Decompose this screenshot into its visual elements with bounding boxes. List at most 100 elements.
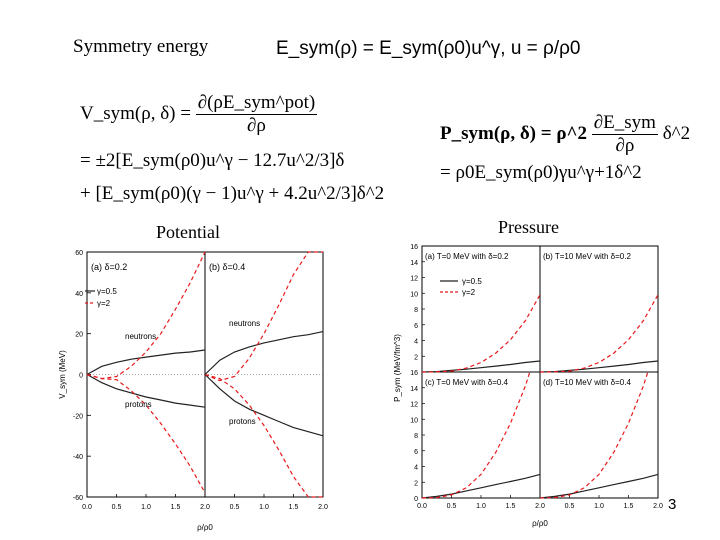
pressure-curve [421,294,541,373]
potential-panel-label: (b) δ=0.4 [209,262,245,272]
vsym-denominator: ∂ρ [247,115,266,136]
y-tick-label: 8 [414,433,418,440]
pressure-panel-label: (b) T=10 MeV with δ=0.2 [543,252,631,261]
potential-xlabel: ρ/ρ0 [197,523,213,532]
y-tick-label: 12 [410,276,418,283]
annotation-neutrons: neutrons [125,332,156,341]
esym-equation: E_sym(ρ) = E_sym(ρ0)u^γ, u = ρ/ρ0 [276,38,581,59]
legend-label: γ=2 [97,299,111,308]
pressure-chart: (a) T=0 MeV with δ=0.2 (b) T=10 MeV with … [393,244,663,528]
potential-panel-frame [204,251,324,498]
x-tick-label: 0.0 [82,504,92,511]
y-tick-label: -40 [73,454,83,461]
pressure-curve [539,371,649,499]
y-tick-label: 6 [414,323,418,330]
psym-numerator: ∂E_sym [591,112,658,135]
pressure-panel-frame [539,245,659,373]
vsym-line-3: + [E_sym(ρ0)(γ − 1)u^γ + 4.2u^2/3]δ^2 [80,183,385,204]
y-tick-label: 4 [414,465,418,472]
x-tick-label: 1.5 [506,503,516,510]
x-tick-label: 2.0 [653,503,663,510]
x-tick-label: 0.0 [417,503,427,510]
pressure-curve [539,473,659,499]
x-tick-label: 1.5 [289,504,299,511]
potential-chart: V_sym (MeV) (a) δ=0.2 0.0 0.5 1.0 1.5 2.0 (b) … [58,250,328,532]
y-tick-label: 60 [75,250,83,257]
pressure-panel-frame [421,245,541,373]
x-tick-label: 1.0 [476,503,486,510]
potential-curve [204,251,323,382]
pressure-ylabel: P_sym (MeV/fm^3) [393,334,402,402]
potential-ylabel-text: V_sym (MeV) [58,350,67,399]
x-tick-label: 1.0 [594,503,604,510]
y-tick-label: 8 [414,307,418,314]
y-tick-label: 0 [414,496,418,503]
page-number: 3 [668,496,677,513]
x-tick-label: 2.0 [318,504,328,511]
psym-line-2: = ρ0E_sym(ρ0)γu^γ+1δ^2 [440,162,642,183]
potential-curve [86,373,206,408]
y-tick-label: 4 [414,339,418,346]
psym-tail: δ^2 [662,122,691,144]
pressure-curve [421,360,541,373]
x-tick-label: 0.5 [112,504,122,511]
y-tick-label: 16 [410,370,418,377]
potential-curve [86,251,206,380]
y-tick-label: 0 [79,373,83,380]
pressure-panel-label: (a) T=0 MeV with δ=0.2 [425,252,509,261]
potential-ylabel: V_sym (MeV) [58,350,67,399]
vsym-lhs: V_sym(ρ, δ) = [80,102,191,124]
pressure-label: Pressure [498,217,559,237]
x-tick-label: 1.5 [624,503,634,510]
psym-denominator: ∂ρ [615,135,635,156]
slide-heading: Symmetry energy [73,36,209,57]
annotation-neutrons: neutrons [229,319,260,328]
x-tick-label: 1.0 [141,504,151,511]
y-tick-label: 14 [410,386,418,393]
x-tick-label: 0.5 [230,504,240,511]
y-tick-label: 40 [75,291,83,298]
potential-curve [204,373,323,498]
potential-curve [204,331,324,375]
pressure-curve [421,371,531,499]
potential-label: Potential [156,222,220,242]
pressure-panel-label: (d) T=10 MeV with δ=0.4 [543,378,631,387]
vsym-line-2: = ±2[E_sym(ρ0)u^γ − 12.7u^2/3]δ [80,150,345,171]
vsym-fraction: ∂(ρE_sym^pot) ∂ρ [195,92,318,137]
pressure-curve [421,473,541,499]
x-tick-label: 2.0 [200,504,210,511]
potential-curve [204,374,324,437]
y-tick-label: 2 [414,354,418,361]
y-tick-label: 14 [410,260,418,267]
y-tick-label: 12 [410,402,418,409]
annotation-protons: protons [229,417,256,426]
potential-curve [86,349,206,376]
vsym-equation: V_sym(ρ, δ) = ∂(ρE_sym^pot) ∂ρ [80,92,318,137]
y-tick-label: 2 [414,480,418,487]
vsym-numerator: ∂(ρE_sym^pot) [195,92,318,115]
pressure-curve [539,360,659,373]
x-tick-label: 1.0 [259,504,269,511]
legend-label: γ=0.5 [97,287,117,296]
y-tick-label: 6 [414,449,418,456]
y-tick-label: 10 [410,417,418,424]
psym-fraction: ∂E_sym ∂ρ [591,112,658,157]
psym-lhs: P_sym(ρ, δ) = ρ^2 [440,122,588,144]
pressure-xlabel: ρ/ρ0 [532,519,548,528]
legend-label: γ=2 [462,288,476,297]
y-tick-label: 16 [410,244,418,251]
y-tick-label: -60 [73,495,83,502]
potential-panel-label: (a) δ=0.2 [91,262,127,272]
potential-curve [86,373,206,494]
x-tick-label: 1.5 [171,504,181,511]
y-tick-label: -20 [73,413,83,420]
legend-label: γ=0.5 [462,277,482,286]
annotation-protons: protons [125,400,152,409]
y-tick-label: 20 [75,332,83,339]
pressure-curve [539,294,659,373]
x-tick-label: 0.5 [447,503,457,510]
y-tick-label: 10 [410,291,418,298]
psym-equation: P_sym(ρ, δ) = ρ^2 ∂E_sym ∂ρ δ^2 [440,112,690,157]
x-tick-label: 0.5 [565,503,575,510]
pressure-panel-label: (c) T=0 MeV with δ=0.4 [425,378,509,387]
